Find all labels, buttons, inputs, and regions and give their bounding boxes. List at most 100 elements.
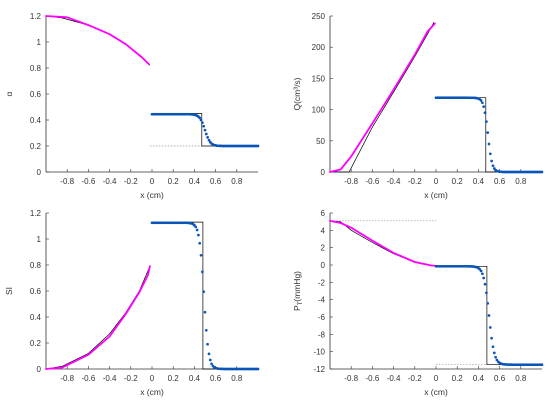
right-solution-point (207, 138, 211, 142)
right-solution-point (494, 355, 497, 359)
right-solution-point (488, 152, 492, 156)
x-tick-label: -0.4 (103, 177, 117, 186)
right-solution-point (483, 111, 487, 115)
right-solution-point (197, 233, 200, 237)
y-tick-label: 0.8 (30, 64, 42, 73)
y-tick-label: 1 (37, 38, 42, 47)
left-solution-curve (45, 15, 150, 65)
right-solution-point (481, 272, 484, 276)
x-tick-label: 0.4 (473, 177, 485, 186)
right-solution-point (199, 253, 203, 257)
x-tick-label: -0.6 (366, 177, 380, 186)
right-solution-point (204, 132, 208, 136)
left-solution-curve (45, 265, 151, 370)
x-tick-label: 0.6 (494, 177, 506, 186)
right-solution-point (199, 118, 203, 122)
right-solution-point (540, 363, 544, 367)
right-solution-point (195, 228, 199, 232)
x-tick-label: -0.6 (82, 374, 96, 383)
y-tick-label: 0 (321, 168, 326, 177)
right-solution-point (490, 159, 493, 163)
y-tick-label: 1 (37, 235, 42, 244)
x-tick-label: -0.2 (124, 177, 138, 186)
x-tick-label: 0 (150, 177, 155, 186)
x-tick-label: 0.8 (515, 374, 527, 383)
y-axis-label: SI (4, 287, 14, 295)
right-reference-step (152, 221, 258, 370)
x-tick-label: 0.6 (494, 374, 506, 383)
right-solution-point (202, 290, 206, 294)
y-tick-label: 2 (321, 244, 326, 253)
y-tick-label: 0.4 (30, 116, 42, 125)
left-reference-line (330, 22, 435, 173)
y-tick-label: 0 (37, 168, 42, 177)
right-solution-point (479, 269, 483, 273)
y-tick-label: 50 (316, 137, 325, 146)
x-tick-label: -0.8 (60, 374, 74, 383)
x-tick-label: 0.8 (231, 374, 243, 383)
right-solution-point (492, 351, 496, 355)
x-tick-label: -0.4 (387, 374, 401, 383)
x-axis-label: x (cm) (140, 387, 164, 397)
x-tick-label: -0.2 (408, 374, 422, 383)
panel-flow-rate: 0 50 100 150 200 250 -0.8 -0.6 -0.4 -0.2 0 0.2 0.4 0.… (292, 12, 544, 200)
left-reference-line (45, 15, 151, 66)
right-solution-point (485, 120, 488, 123)
y-tick-label: 1.2 (30, 209, 42, 218)
right-solution-point (490, 336, 493, 340)
y-tick-label: -4 (318, 296, 326, 305)
right-solution-point (483, 282, 487, 286)
x-axis-label: x (cm) (424, 190, 448, 200)
right-solution-point (491, 345, 495, 349)
right-solution-point (482, 276, 486, 280)
x-tick-label: 0 (434, 374, 439, 383)
left-reference-line (45, 266, 151, 370)
x-tick-label: -0.8 (344, 374, 358, 383)
x-axis-label: x (cm) (140, 190, 164, 200)
right-solution-point (486, 131, 490, 134)
y-axis-label: PT(mmHg) (292, 271, 304, 311)
right-solution-point (491, 164, 495, 168)
right-solution-point (198, 116, 202, 120)
right-solution-point (201, 270, 204, 274)
right-solution-point (201, 121, 204, 125)
right-solution-point (210, 362, 213, 366)
x-axis-label: x (cm) (424, 387, 448, 397)
right-solution-point (204, 328, 208, 332)
right-solution-point (481, 101, 484, 105)
right-solution-point (203, 128, 207, 132)
y-tick-label: 250 (312, 12, 326, 21)
x-tick-label: 0.4 (189, 374, 201, 383)
left-reference-line (329, 220, 437, 267)
x-tick-label: 0 (434, 177, 439, 186)
right-solution-point (194, 225, 198, 229)
x-tick-label: -0.2 (408, 177, 422, 186)
x-tick-label: -0.6 (366, 374, 380, 383)
x-tick-label: 0.4 (473, 374, 485, 383)
x-tick-label: 0 (150, 374, 155, 383)
y-tick-label: 0.2 (30, 339, 42, 348)
x-tick-label: 0.6 (210, 177, 222, 186)
right-solution-point (206, 136, 209, 139)
right-solution-point (479, 99, 483, 102)
y-tick-label: -2 (318, 278, 326, 287)
x-tick-label: 0.8 (515, 177, 527, 186)
right-reference-step (436, 97, 542, 173)
right-solution-point (540, 170, 544, 174)
y-tick-label: 1.2 (30, 12, 42, 21)
x-tick-label: -0.8 (60, 177, 74, 186)
y-tick-label: 150 (312, 74, 326, 83)
right-solution-point (482, 105, 486, 108)
left-solution-curve (329, 22, 436, 173)
y-tick-label: -10 (313, 348, 325, 357)
left-solution-curve (329, 219, 437, 267)
x-tick-label: -0.4 (103, 374, 117, 383)
x-tick-label: 0.8 (231, 177, 243, 186)
right-solution-point (485, 291, 488, 295)
y-tick-label: -12 (313, 365, 325, 374)
right-solution-point (208, 358, 212, 362)
right-solution-point (207, 352, 211, 356)
right-solution-point (198, 241, 202, 245)
x-tick-label: 0.2 (452, 177, 464, 186)
